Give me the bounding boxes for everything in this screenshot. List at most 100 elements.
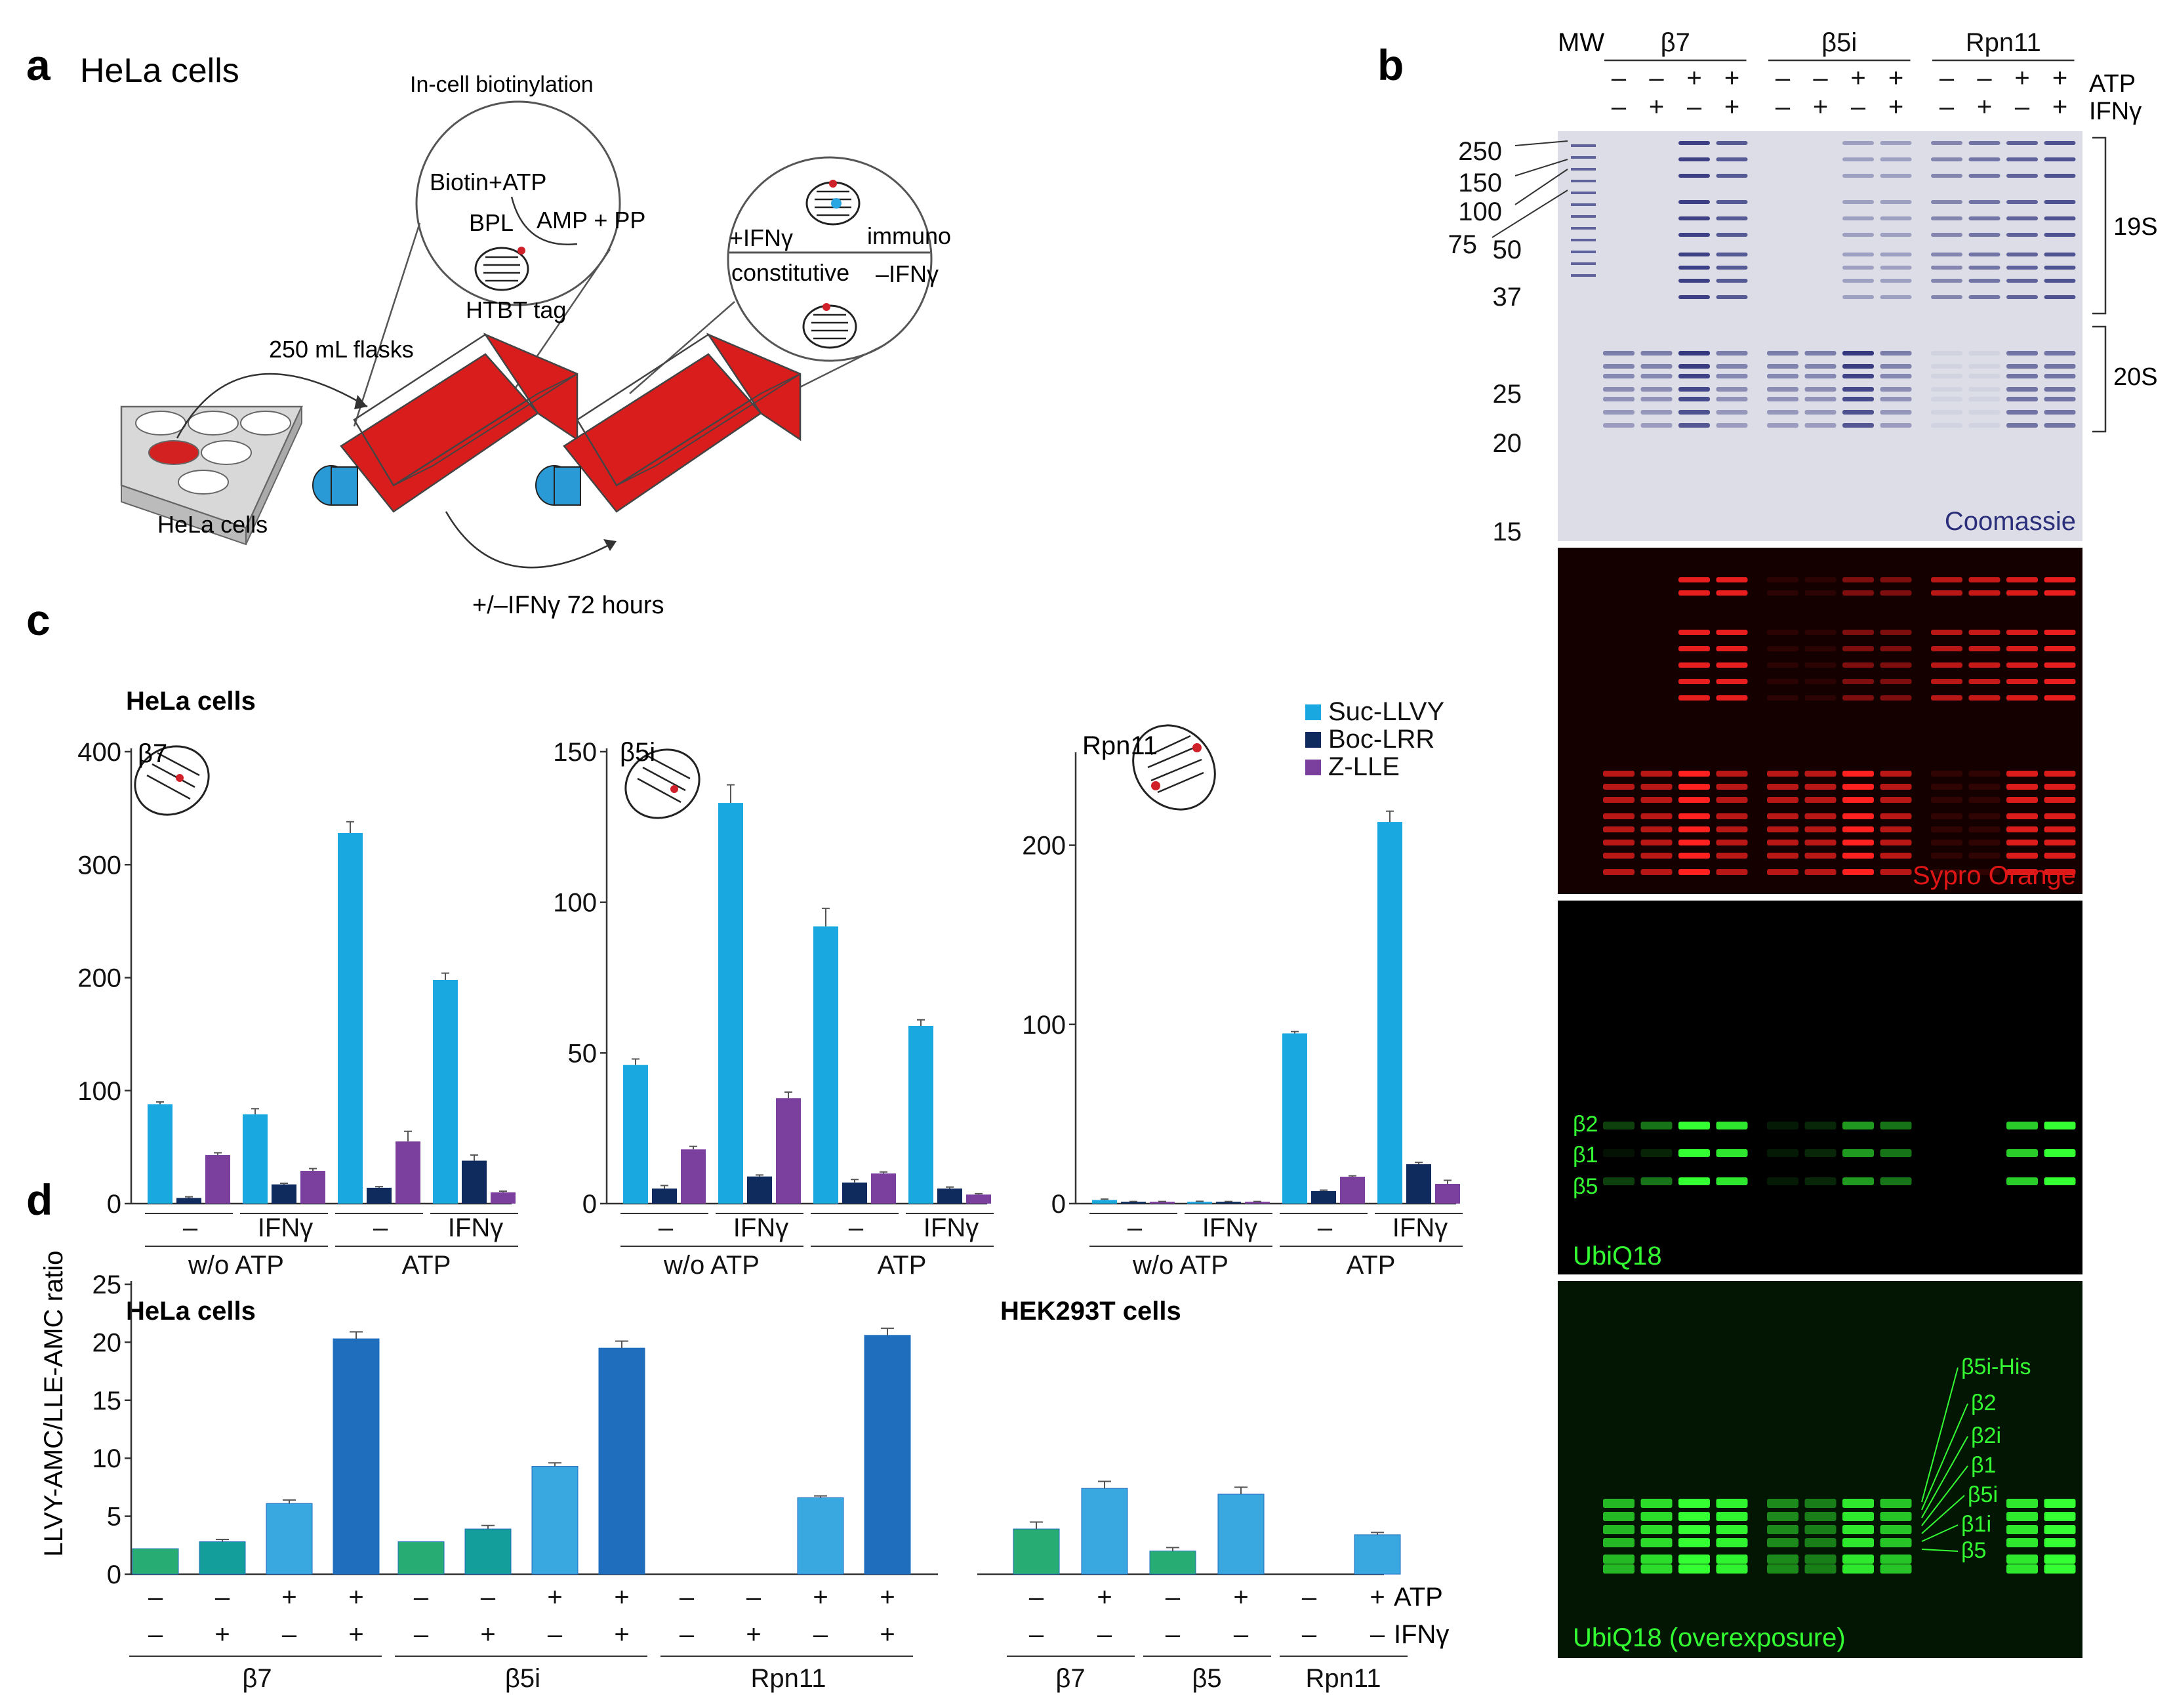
ifn-sign: +	[1977, 92, 1992, 121]
bar-z-lle	[1435, 1183, 1460, 1204]
coomassie-band	[1880, 364, 1912, 369]
overexposure-band	[1678, 1564, 1710, 1574]
sypro-band	[1767, 590, 1798, 596]
y-tick-label: 150	[553, 738, 597, 767]
sypro-band	[1716, 813, 1748, 819]
c0-title: β7	[138, 739, 167, 768]
bar-boc-lrr	[747, 1176, 772, 1204]
ubiq-label: UbiQ18	[1573, 1242, 1662, 1271]
overexposure-band	[1603, 1555, 1635, 1564]
coomassie-band	[1640, 410, 1673, 415]
sypro-band	[2044, 784, 2076, 790]
sypro-band	[2044, 813, 2076, 819]
bar-boc-lrr	[937, 1189, 962, 1204]
ifn-sign: +	[614, 1620, 629, 1649]
coomassie-band	[1603, 364, 1635, 369]
sypro-band	[1842, 695, 1874, 701]
atp-sign: –	[414, 1583, 429, 1612]
sypro-band	[1603, 813, 1635, 819]
coomassie-band	[1880, 351, 1912, 356]
sypro-band	[1968, 784, 2000, 790]
overexposure-band	[1804, 1555, 1837, 1564]
group-label: IFNγ	[924, 1213, 979, 1242]
ifn-sign: +	[1724, 92, 1739, 121]
atp-sign: +	[1850, 64, 1865, 92]
sypro-band	[2044, 577, 2076, 582]
coomassie-band	[1716, 141, 1748, 145]
sypro-band	[1767, 771, 1798, 777]
coomassie-band	[1880, 200, 1912, 204]
sypro-band	[1678, 590, 1710, 596]
sypro-band	[1804, 630, 1837, 635]
bar-boc-lrr	[1121, 1202, 1146, 1204]
sypro-band	[1968, 662, 2000, 668]
coomassie-band	[1767, 423, 1798, 428]
atp-sign: +	[1686, 64, 1701, 92]
coomassie-band	[2006, 266, 2038, 270]
mw-label: MW	[1558, 28, 1604, 57]
c2-title: Rpn11	[1082, 731, 1158, 760]
overexposure-band	[1804, 1499, 1837, 1508]
bar-suc-llvy	[338, 833, 363, 1204]
coomassie-band	[2006, 364, 2038, 369]
overexposure-band	[1880, 1538, 1912, 1547]
bar-z-lle	[966, 1194, 991, 1204]
sypro-band	[2006, 826, 2038, 832]
coomassie-band	[1842, 266, 1874, 270]
ubiq-band	[1603, 1177, 1635, 1185]
coomassie-band	[1880, 295, 1912, 299]
atp-group-label: ATP	[1347, 1251, 1396, 1280]
panel-b-letter: b	[1377, 41, 1404, 89]
sypro-band	[1640, 840, 1673, 845]
coomassie-band	[1767, 397, 1798, 401]
bar-suc-llvy	[623, 1065, 648, 1204]
sypro-band	[1716, 695, 1748, 701]
coomassie-band	[1716, 233, 1748, 237]
coomassie-band	[1842, 351, 1874, 356]
overexposure-band	[1678, 1555, 1710, 1564]
coomassie-band	[1804, 374, 1837, 378]
overexposure-band	[2006, 1555, 2038, 1564]
immuno-label: immuno	[867, 222, 951, 249]
panel-a-title: HeLa cells	[80, 52, 239, 90]
coomassie-band	[2006, 253, 2038, 256]
atp-group-label: w/o ATP	[663, 1251, 760, 1280]
mw-leader-line	[1514, 169, 1568, 205]
mw-marker-label: 25	[1493, 380, 1522, 409]
sypro-band	[1931, 695, 1962, 701]
sypro-band	[2044, 853, 2076, 859]
panel-d-letter: d	[26, 1175, 52, 1224]
ifn-sign: –	[813, 1620, 828, 1649]
sypro-band	[1640, 826, 1673, 832]
bar-suc-llvy	[243, 1114, 268, 1204]
sypro-band	[2006, 679, 2038, 684]
reaction-arrow	[510, 196, 578, 245]
atp-sign: –	[680, 1583, 695, 1612]
sypro-band	[2044, 630, 2076, 635]
transfer-arrow	[176, 373, 368, 439]
overexposure-band	[2044, 1525, 2076, 1534]
coomassie-band	[1678, 397, 1710, 401]
bpl-label: BPL	[469, 209, 514, 236]
ifn-sign: –	[680, 1620, 695, 1649]
y-tick-label: 300	[77, 851, 121, 880]
sypro-band	[1842, 630, 1874, 635]
coomassie-band	[1678, 216, 1710, 220]
coomassie-band	[1931, 141, 1962, 145]
ubiq-band	[1842, 1177, 1874, 1185]
ubiq-band	[1767, 1122, 1798, 1129]
coomassie-band	[1842, 423, 1874, 428]
ladder-band	[1571, 168, 1596, 171]
coomassie-band	[1716, 266, 1748, 270]
bar-boc-lrr	[462, 1160, 487, 1204]
atp-sign: –	[215, 1583, 230, 1612]
overexposure-leader-line	[1921, 1495, 1965, 1534]
legend-swatch	[1305, 732, 1321, 748]
overexposure-leader-line	[1921, 1465, 1968, 1526]
ratio-bar	[132, 1548, 179, 1575]
sypro-band	[1968, 577, 2000, 582]
mw-leader-line	[1514, 159, 1568, 176]
sypro-band	[2044, 840, 2076, 845]
ubiq-band	[1880, 1122, 1912, 1129]
ubiq-band	[1880, 1177, 1912, 1185]
